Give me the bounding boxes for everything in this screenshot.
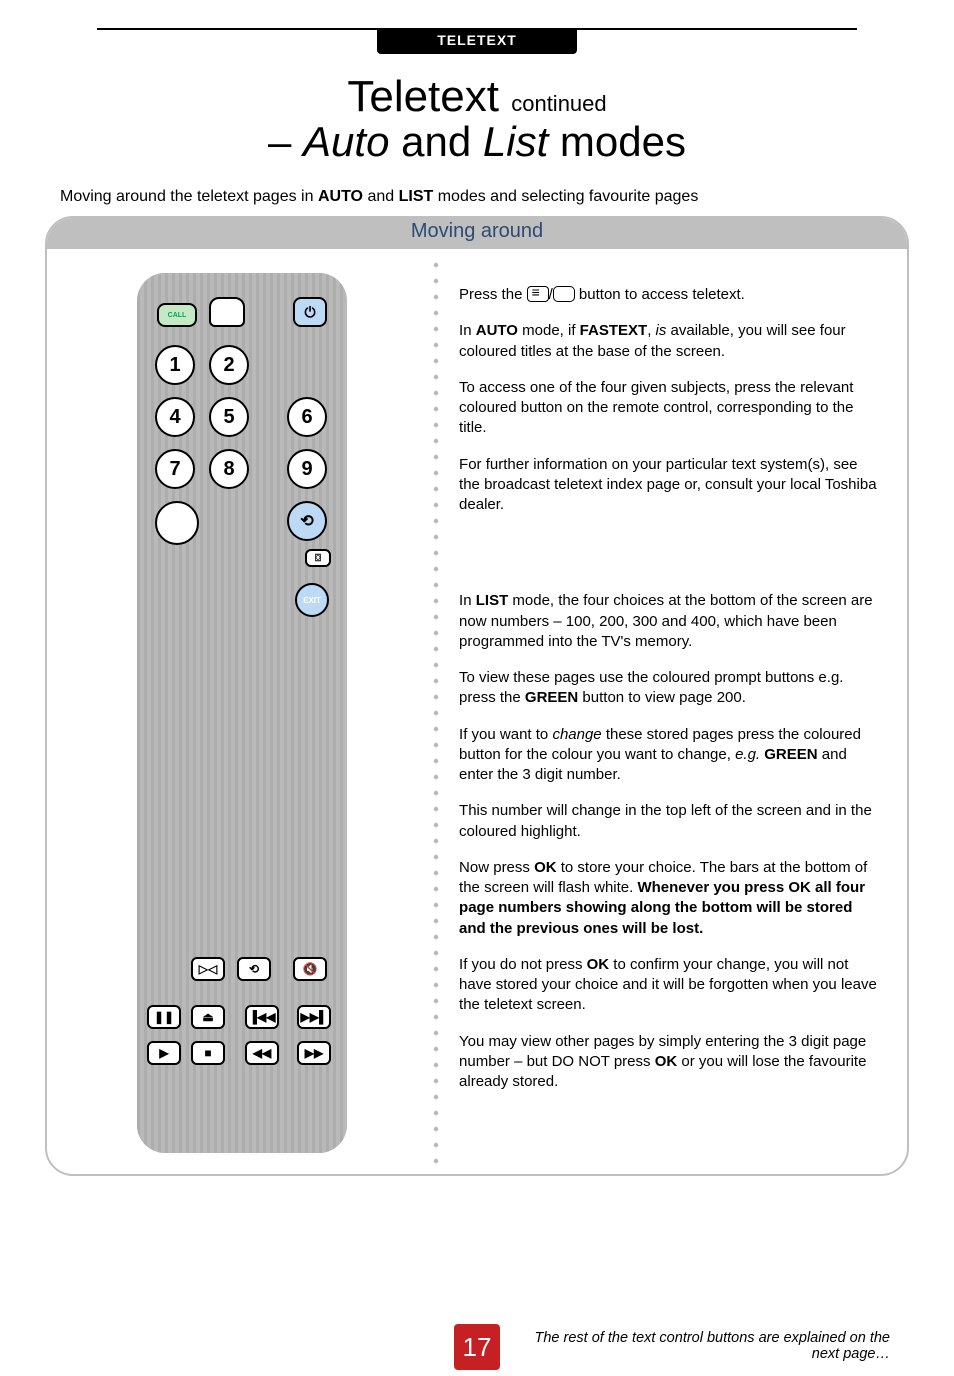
para-3: To access one of the four given subjects…	[459, 378, 879, 439]
remote-digit-7: 7	[155, 449, 195, 489]
p2f: is	[656, 322, 667, 339]
p2b: AUTO	[476, 322, 518, 339]
remote-digit-5: 5	[209, 397, 249, 437]
para-10: If you do not press OK to confirm your c…	[459, 955, 879, 1016]
footer-note: The rest of the text control buttons are…	[510, 1330, 890, 1362]
para-4: For further information on your particul…	[459, 455, 879, 516]
remote-digit-1: 1	[155, 345, 195, 385]
remote-media-mute: ▷◁	[191, 957, 225, 981]
para-5: In LIST mode, the four choices at the bo…	[459, 591, 879, 652]
remote-power-button: ⏻	[293, 297, 327, 327]
p1-pre: Press the	[459, 286, 527, 303]
remote-media-repeat: ⟲	[237, 957, 271, 981]
p7a: If you want to	[459, 726, 552, 743]
remote-return-button: ⟲	[287, 501, 327, 541]
p7d: e.g.	[735, 746, 760, 763]
remote-digit-8: 8	[209, 449, 249, 489]
remote-media-ff: ▶▶	[297, 1041, 331, 1065]
p2a: In	[459, 322, 476, 339]
header-rule: TELETEXT	[97, 28, 857, 54]
remote-illustration: CALL ⏻ 1 2 4 5 6 7 8 9 ⟲ ⌼ EXIT ▷◁ ⟲	[137, 273, 347, 1153]
remote-media-stop: ■	[191, 1041, 225, 1065]
remote-exit-button: EXIT	[295, 583, 329, 617]
para-9: Now press OK to store your choice. The b…	[459, 858, 879, 939]
para-2: In AUTO mode, if FASTEXT, is available, …	[459, 321, 879, 362]
subtitle-post: modes and selecting favourite pages	[433, 188, 698, 205]
p7f: GREEN	[764, 746, 817, 763]
subtitle-mid: and	[363, 188, 399, 205]
remote-media-rew: ◀◀	[245, 1041, 279, 1065]
remote-digit-0	[155, 501, 199, 545]
title-main: Teletext	[347, 72, 499, 121]
para-11: You may view other pages by simply enter…	[459, 1032, 879, 1093]
para-7: If you want to change these stored pages…	[459, 725, 879, 786]
p6c: button to view page 200.	[578, 689, 746, 706]
subtitle-pre: Moving around the teletext pages in	[60, 188, 318, 205]
remote-digit-6: 6	[287, 397, 327, 437]
p2c: mode, if	[518, 322, 580, 339]
remote-media-play: ▶	[147, 1041, 181, 1065]
page-number: 17	[454, 1324, 500, 1370]
remote-digit-4: 4	[155, 397, 195, 437]
remote-column: CALL ⏻ 1 2 4 5 6 7 8 9 ⟲ ⌼ EXIT ▷◁ ⟲	[47, 249, 433, 1175]
instruction-column: Press the / button to access teletext. I…	[435, 249, 907, 1175]
p2d: FASTEXT	[580, 322, 648, 339]
remote-media-prev: ▐◀◀	[245, 1005, 279, 1029]
title-and: and	[389, 118, 482, 165]
para-1: Press the / button to access teletext.	[459, 285, 879, 305]
remote-media-eject: ⏏	[191, 1005, 225, 1029]
p2e: ,	[647, 322, 655, 339]
remote-blank-button	[209, 297, 245, 327]
p5b: LIST	[476, 592, 509, 609]
title-list: List	[483, 118, 548, 165]
p5c: mode, the four choices at the bottom of …	[459, 592, 873, 650]
subtitle-auto: AUTO	[318, 188, 363, 205]
p11b: OK	[655, 1053, 678, 1070]
p7b: change	[552, 726, 601, 743]
p10a: If you do not press	[459, 956, 587, 973]
remote-call-button: CALL	[157, 303, 197, 327]
remote-media-pause: ❚❚	[147, 1005, 181, 1029]
p10b: OK	[587, 956, 610, 973]
subtitle-list: LIST	[399, 188, 434, 205]
page-title: Teletext continued – Auto and List modes	[0, 72, 954, 166]
panel-heading: Moving around	[47, 218, 907, 249]
title-auto: Auto	[303, 118, 389, 165]
para-8: This number will change in the top left …	[459, 801, 879, 842]
title-dash: –	[268, 118, 303, 165]
p5a: In	[459, 592, 476, 609]
remote-digit-2: 2	[209, 345, 249, 385]
remote-media-volume: 🔇	[293, 957, 327, 981]
p9a: Now press	[459, 859, 534, 876]
teletext-icon	[527, 286, 549, 302]
remote-digit-9: 9	[287, 449, 327, 489]
column-divider	[433, 249, 435, 1175]
tv-icon	[553, 286, 575, 302]
remote-media-next: ▶▶▌	[297, 1005, 331, 1029]
para-6: To view these pages use the coloured pro…	[459, 668, 879, 709]
title-modes: modes	[548, 118, 686, 165]
subtitle: Moving around the teletext pages in AUTO…	[60, 188, 894, 206]
remote-tv-button: ⌼	[305, 549, 331, 567]
p9b: OK	[534, 859, 557, 876]
title-continued: continued	[511, 91, 606, 116]
content-panel: Moving around CALL ⏻ 1 2 4 5 6 7 8 9	[45, 216, 909, 1176]
p1-post: button to access teletext.	[579, 286, 745, 303]
section-tab: TELETEXT	[377, 28, 577, 54]
p6b: GREEN	[525, 689, 578, 706]
